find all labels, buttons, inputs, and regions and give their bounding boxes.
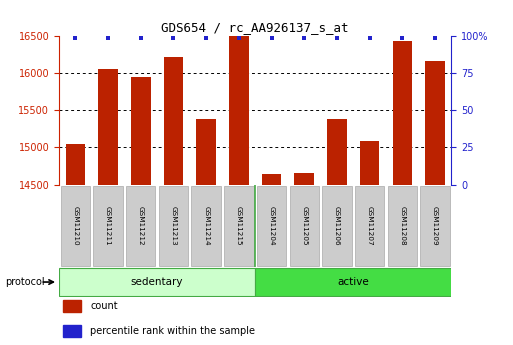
FancyBboxPatch shape (191, 186, 221, 266)
Text: sedentary: sedentary (131, 277, 183, 287)
FancyBboxPatch shape (322, 186, 352, 266)
Text: GSM11210: GSM11210 (72, 206, 78, 246)
Point (267, 35, 275, 40)
Text: GSM11211: GSM11211 (105, 206, 111, 246)
Text: GSM11205: GSM11205 (301, 206, 307, 246)
Bar (425, 61, 445, 185)
Bar (98, 69, 118, 185)
Point (235, 35, 243, 40)
FancyBboxPatch shape (159, 186, 188, 266)
FancyBboxPatch shape (289, 186, 319, 266)
Bar (63, 325, 81, 337)
FancyBboxPatch shape (255, 268, 451, 296)
Text: GSM11212: GSM11212 (138, 206, 144, 246)
Text: GSM11208: GSM11208 (400, 206, 405, 246)
FancyBboxPatch shape (355, 186, 384, 266)
Bar (63, 300, 81, 313)
Bar (66, 144, 85, 185)
Bar (262, 174, 281, 185)
Bar (164, 57, 183, 185)
Text: active: active (338, 277, 369, 287)
Bar (196, 119, 216, 185)
Point (333, 35, 341, 40)
Title: GDS654 / rc_AA926137_s_at: GDS654 / rc_AA926137_s_at (162, 21, 349, 34)
Text: GSM11215: GSM11215 (236, 206, 242, 246)
Bar (229, 36, 249, 185)
Text: GSM11209: GSM11209 (432, 206, 438, 246)
FancyBboxPatch shape (93, 186, 123, 266)
Text: GSM11214: GSM11214 (203, 206, 209, 246)
Point (431, 35, 439, 40)
Bar (360, 141, 380, 185)
Point (169, 35, 177, 40)
FancyBboxPatch shape (420, 186, 450, 266)
Bar (294, 173, 314, 185)
FancyBboxPatch shape (126, 186, 155, 266)
Point (136, 35, 145, 40)
Bar (392, 41, 412, 185)
Text: GSM11207: GSM11207 (367, 206, 372, 246)
FancyBboxPatch shape (224, 186, 253, 266)
Bar (327, 119, 347, 185)
Text: GSM11206: GSM11206 (334, 206, 340, 246)
Text: GSM11204: GSM11204 (269, 206, 274, 246)
Point (104, 35, 112, 40)
Point (202, 35, 210, 40)
Point (71, 35, 80, 40)
Point (366, 35, 374, 40)
FancyBboxPatch shape (388, 186, 417, 266)
Text: protocol: protocol (5, 277, 45, 287)
Text: GSM11213: GSM11213 (170, 206, 176, 246)
Point (300, 35, 308, 40)
FancyBboxPatch shape (257, 186, 286, 266)
Text: count: count (90, 301, 118, 311)
Point (398, 35, 406, 40)
Bar (131, 77, 150, 185)
FancyBboxPatch shape (59, 268, 255, 296)
FancyBboxPatch shape (61, 186, 90, 266)
Text: percentile rank within the sample: percentile rank within the sample (90, 326, 255, 336)
